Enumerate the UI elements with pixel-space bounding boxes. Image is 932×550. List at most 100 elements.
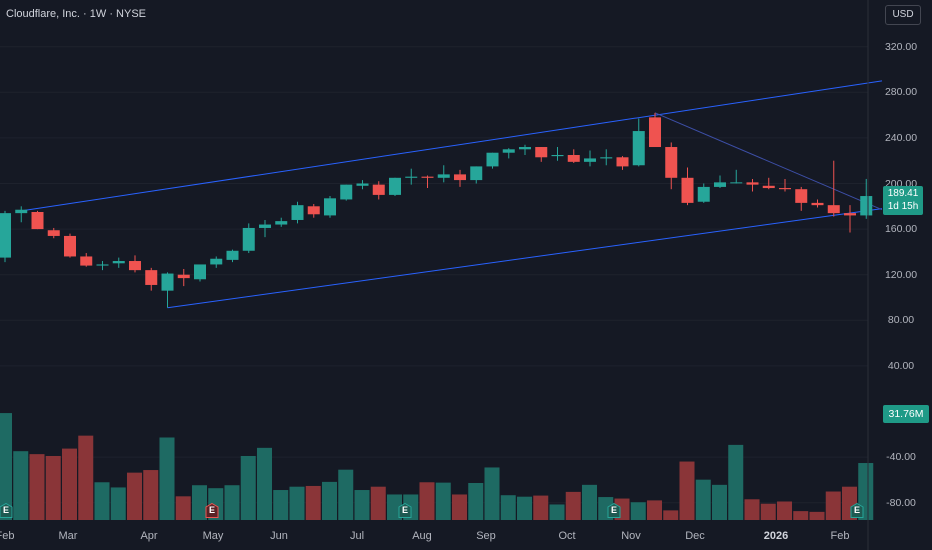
volume-bar: [240, 455, 256, 520]
volume-bar: [500, 495, 516, 520]
candle-body: [567, 155, 580, 162]
volume-bar: [695, 479, 711, 520]
volume-bar: [143, 470, 159, 520]
volume-bar: [62, 448, 77, 520]
last-price: 189.41: [887, 188, 919, 199]
volume-bar: [728, 444, 744, 520]
volume-bar: [29, 454, 45, 520]
earnings-marker[interactable]: E: [398, 503, 412, 518]
volume-bar: [744, 499, 760, 520]
candle-body: [860, 196, 873, 216]
currency-button[interactable]: USD: [885, 5, 921, 25]
candle-body: [795, 189, 808, 203]
candle-body: [194, 264, 206, 280]
volume-bar: [565, 491, 581, 520]
volume-bar: [630, 502, 646, 520]
candle-body: [80, 256, 93, 266]
candle-body: [307, 206, 320, 215]
volume-bar: [825, 491, 841, 520]
candle-body: [681, 177, 694, 203]
volume-bar: [45, 455, 61, 520]
volume-bar: [273, 490, 289, 520]
candle-body: [31, 212, 44, 230]
candle-body: [15, 209, 28, 214]
y-tick-label: 320.00: [884, 40, 918, 53]
earnings-marker-label: E: [853, 505, 860, 515]
x-tick-label: May: [202, 530, 224, 542]
earnings-marker[interactable]: E: [850, 503, 864, 518]
candle-body: [502, 149, 515, 153]
volume-bar: [94, 482, 110, 520]
volume-bar: [435, 482, 451, 520]
candle-body: [226, 250, 239, 260]
candles: [0, 112, 873, 308]
x-tick-label: Feb: [0, 530, 15, 542]
x-tick-label: Jul: [349, 530, 365, 542]
candle-body: [519, 147, 531, 150]
candle-body: [210, 258, 223, 265]
volume-bar: [712, 484, 727, 520]
candle-body: [632, 131, 645, 166]
candle-body: [762, 185, 775, 189]
bar-countdown: 1d 15h: [887, 201, 919, 212]
y-tick-label: 280.00: [884, 86, 918, 99]
earnings-marker[interactable]: E: [205, 503, 219, 518]
volume-bar: [647, 500, 662, 520]
earnings-marker[interactable]: E: [0, 503, 13, 518]
volume-bar: [582, 484, 597, 520]
candle-body: [421, 176, 434, 178]
volume-bar: [679, 461, 695, 520]
volume-bar: [159, 437, 175, 520]
candle-body: [551, 155, 564, 157]
x-tick-label: Dec: [685, 530, 705, 542]
candle-body: [291, 205, 304, 220]
x-tick-label: Feb: [830, 530, 850, 542]
volume-bar: [760, 503, 776, 520]
volume-bar: [549, 504, 565, 520]
volume-bar: [468, 483, 484, 520]
candle-body: [649, 117, 661, 148]
volume-bar: [110, 487, 126, 520]
candle-body: [389, 177, 401, 195]
volume-bar: [858, 463, 874, 520]
candle-body: [697, 186, 710, 202]
symbol-title[interactable]: Cloudflare, Inc. · 1W · NYSE: [6, 8, 146, 20]
x-tick-label: Mar: [58, 530, 78, 542]
candle-body: [844, 213, 856, 216]
last-price-label: 189.41 1d 15h: [883, 186, 923, 215]
candle-body: [372, 184, 385, 195]
volume-bar: [224, 485, 240, 520]
earnings-marker-shape: [607, 503, 621, 518]
grid-lines: [0, 46, 868, 504]
volume-bar: [192, 485, 207, 520]
candle-body: [64, 235, 76, 257]
earnings-marker-shape: [205, 503, 219, 518]
volume-bar: [305, 485, 321, 520]
y-tick-label: -80.00: [886, 496, 916, 509]
candle-body: [242, 227, 255, 251]
volume-bar: [338, 469, 354, 520]
volume-bar: [0, 413, 12, 520]
y-tick-label: 120.00: [884, 268, 918, 281]
earnings-marker-label: E: [401, 505, 408, 515]
candle-body: [0, 213, 11, 258]
candle-body: [730, 182, 743, 184]
candle-body: [600, 157, 613, 159]
x-tick-label: Jun: [270, 530, 288, 542]
candle-body: [454, 174, 466, 181]
volume-bar: [78, 435, 94, 520]
candle-body: [811, 202, 824, 206]
y-tick-label: 40.00: [887, 359, 915, 372]
volume-bar: [175, 496, 191, 520]
earnings-marker[interactable]: E: [607, 503, 621, 518]
volume-bars: [0, 413, 874, 520]
y-tick-label: 80.00: [887, 314, 915, 327]
candle-body: [112, 261, 125, 264]
earnings-marker-label: E: [2, 505, 9, 515]
candle-body: [470, 166, 483, 181]
candle-body: [405, 176, 418, 178]
candle-body: [177, 274, 190, 279]
x-tick-label: Aug: [412, 530, 432, 542]
earnings-marker-shape: [850, 503, 864, 518]
